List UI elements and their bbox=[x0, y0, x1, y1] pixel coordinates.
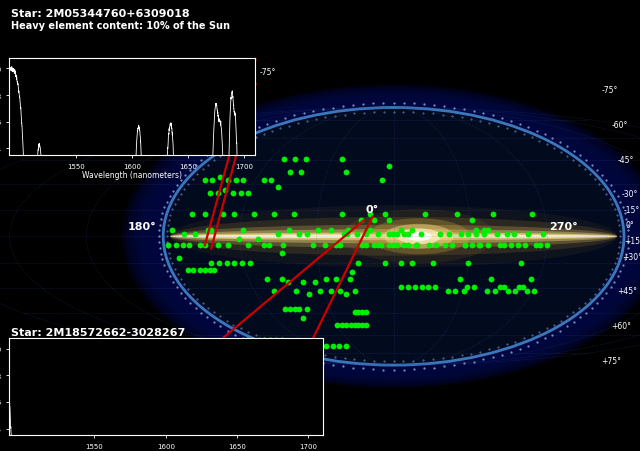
Ellipse shape bbox=[177, 116, 610, 358]
Text: 180°: 180° bbox=[128, 222, 156, 232]
Ellipse shape bbox=[134, 92, 640, 382]
Ellipse shape bbox=[368, 219, 470, 255]
Ellipse shape bbox=[397, 229, 442, 244]
Ellipse shape bbox=[138, 94, 640, 379]
Ellipse shape bbox=[170, 233, 617, 241]
Text: -45°: -45° bbox=[618, 156, 634, 165]
Ellipse shape bbox=[122, 85, 640, 388]
Ellipse shape bbox=[342, 210, 496, 264]
Ellipse shape bbox=[175, 115, 612, 359]
Ellipse shape bbox=[170, 217, 617, 256]
Ellipse shape bbox=[170, 112, 617, 361]
Ellipse shape bbox=[384, 224, 454, 249]
Text: +30°: +30° bbox=[622, 253, 640, 262]
Text: +15°: +15° bbox=[624, 237, 640, 246]
Ellipse shape bbox=[159, 106, 628, 368]
Text: Heavy element content: 10% of the Sun: Heavy element content: 10% of the Sun bbox=[11, 21, 230, 31]
Ellipse shape bbox=[168, 111, 620, 363]
Text: -75°: -75° bbox=[259, 68, 276, 77]
Ellipse shape bbox=[130, 90, 640, 384]
Text: Heavy element content: 150% of the Sun: Heavy element content: 150% of the Sun bbox=[11, 339, 237, 349]
Text: 0°: 0° bbox=[626, 221, 635, 230]
Ellipse shape bbox=[166, 110, 621, 364]
Ellipse shape bbox=[170, 236, 617, 238]
Ellipse shape bbox=[172, 113, 615, 360]
X-axis label: Wavelength (nanometers): Wavelength (nanometers) bbox=[82, 170, 182, 179]
Text: +60°: +60° bbox=[611, 321, 631, 330]
Ellipse shape bbox=[170, 235, 617, 239]
Ellipse shape bbox=[413, 235, 426, 239]
Ellipse shape bbox=[126, 87, 640, 386]
Text: -30°: -30° bbox=[622, 189, 639, 198]
Text: Star: 2M18572662-3028267: Star: 2M18572662-3028267 bbox=[11, 327, 185, 337]
Ellipse shape bbox=[143, 97, 640, 377]
Text: -15°: -15° bbox=[624, 205, 640, 214]
Ellipse shape bbox=[170, 230, 617, 244]
Text: 270°: 270° bbox=[549, 222, 577, 232]
Ellipse shape bbox=[170, 225, 617, 249]
Text: +75°: +75° bbox=[602, 356, 621, 365]
X-axis label: Wavelength (nanometers): Wavelength (nanometers) bbox=[116, 450, 216, 451]
Text: -60°: -60° bbox=[611, 121, 628, 130]
Text: 0°: 0° bbox=[366, 205, 379, 215]
Ellipse shape bbox=[406, 232, 432, 241]
Ellipse shape bbox=[155, 104, 632, 370]
Ellipse shape bbox=[147, 99, 640, 375]
Ellipse shape bbox=[151, 101, 636, 372]
Text: +45°: +45° bbox=[618, 286, 637, 295]
Text: Star: 2M05344760+6309018: Star: 2M05344760+6309018 bbox=[11, 9, 189, 19]
Text: -75°: -75° bbox=[602, 86, 618, 95]
Ellipse shape bbox=[170, 206, 617, 267]
